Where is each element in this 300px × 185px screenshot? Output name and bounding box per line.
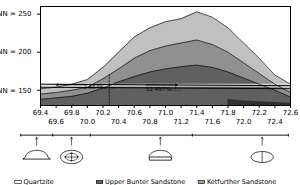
svg-text:NN = 200: NN = 200 [0,48,32,56]
svg-text:71.6: 71.6 [205,118,221,126]
svg-text:70.2: 70.2 [95,109,111,117]
svg-text:72.2: 72.2 [251,109,267,117]
svg-text:12.497‰ /...: 12.497‰ /... [146,86,182,92]
svg-text:NN = 250: NN = 250 [0,10,32,18]
svg-text:2.654‰ /...: 2.654‰ /... [83,84,115,90]
svg-text:72.4: 72.4 [267,118,283,126]
svg-text:72.0: 72.0 [236,118,252,126]
svg-text:72.6: 72.6 [283,109,299,117]
svg-text:71.2: 71.2 [173,118,189,126]
svg-text:70.0: 70.0 [80,118,96,126]
svg-text:69.8: 69.8 [64,109,80,117]
svg-text:NN = 150: NN = 150 [0,87,32,95]
svg-text:69.6: 69.6 [48,118,64,126]
svg-text:Upper Bunter Sandstone: Upper Bunter Sandstone [105,178,185,185]
svg-text:70.8: 70.8 [142,118,158,126]
svg-text:71.8: 71.8 [220,109,236,117]
svg-text:69.4: 69.4 [33,109,49,117]
svg-text:Ketfurther Sandstone: Ketfurther Sandstone [207,178,276,185]
svg-text:70.4: 70.4 [111,118,127,126]
svg-text:71.0: 71.0 [158,109,174,117]
svg-text:71.4: 71.4 [189,109,205,117]
svg-text:Quartzite: Quartzite [24,178,54,185]
svg-text:70.6: 70.6 [126,109,142,117]
